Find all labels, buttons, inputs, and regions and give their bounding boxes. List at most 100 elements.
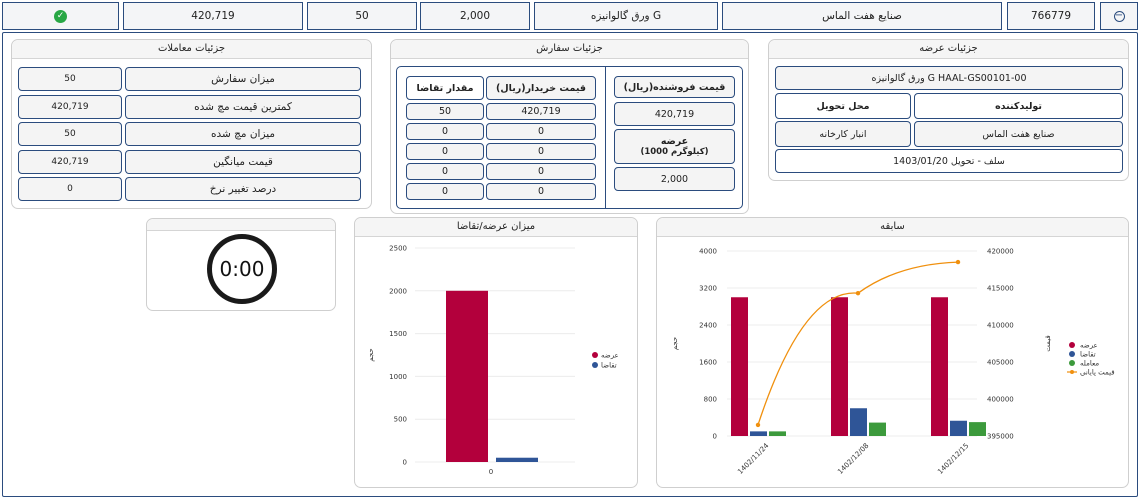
seller-price-label: قیمت فروشنده(ریال) xyxy=(614,76,735,98)
legend-swatch xyxy=(1070,370,1074,374)
y-tick-label: 500 xyxy=(394,416,407,424)
demand-qty-cell: 0 xyxy=(406,143,484,160)
trade-value: 0 xyxy=(18,177,122,201)
y2-axis-label: قیمت xyxy=(1044,335,1052,351)
panel-head-blank xyxy=(147,219,335,231)
legend-swatch xyxy=(1069,360,1075,366)
summary-id: 766779 xyxy=(1007,2,1095,30)
chart-title: سابقه xyxy=(657,218,1128,237)
price-point xyxy=(955,259,961,265)
buyer-price-cell: 0 xyxy=(486,143,596,160)
supply-demand-chart-panel: میزان عرضه/تقاضا 2500 2000 1500 1000 500 0 حجم… xyxy=(354,217,638,488)
y-tick-label: 3200 xyxy=(699,285,717,293)
bar-demand xyxy=(750,431,767,436)
summary-price: 420,719 xyxy=(123,2,303,30)
y2-tick-label: 405000 xyxy=(987,359,1014,367)
divider xyxy=(605,67,606,208)
y-tick-label: 0 xyxy=(403,459,407,467)
demand-qty-cell: 0 xyxy=(406,183,484,200)
settlement-info: سلف - تحویل 1403/01/20 xyxy=(775,149,1123,173)
y2-tick-label: 420000 xyxy=(987,248,1014,256)
legend-label: عرضه xyxy=(601,352,619,360)
price-point xyxy=(755,422,761,428)
bar-demand xyxy=(950,420,967,436)
panel-title: جزئیات سفارش xyxy=(391,40,748,59)
collapse-button[interactable]: − xyxy=(1100,2,1138,30)
y-tick-label: 2000 xyxy=(389,287,407,295)
supply-label: عرضه xyxy=(660,136,689,147)
legend-swatch xyxy=(592,362,598,368)
legend-swatch xyxy=(1069,342,1075,348)
bar-supply xyxy=(731,297,748,436)
supply-demand-chart: 2500 2000 1500 1000 500 0 حجم 0 عرضه تقاضا xyxy=(367,245,619,477)
bar-deal xyxy=(869,422,886,436)
delivery-value: انبار کارخانه xyxy=(775,121,911,147)
buyer-price-label: قیمت خریدار(ریال) xyxy=(486,76,596,100)
trade-label: کمترین قیمت مچ شده xyxy=(125,94,361,119)
y2-tick-label: 410000 xyxy=(987,322,1014,330)
summary-qty: 2,000 xyxy=(420,2,530,30)
supply-value: 2,000 xyxy=(614,167,735,191)
legend-swatch xyxy=(592,352,598,358)
delivery-label: محل تحویل xyxy=(775,93,911,119)
legend-label: تقاضا xyxy=(1080,350,1096,358)
panel-title: جزئیات معاملات xyxy=(12,40,371,59)
minus-circle-icon: − xyxy=(1113,10,1125,22)
bar-supply xyxy=(831,297,848,436)
y-tick-label: 1600 xyxy=(699,359,717,367)
history-chart-panel: سابقه 4000 3200 2400 1600 800 0 420000 415000 41… xyxy=(656,217,1129,488)
x-tick-label: 0 xyxy=(489,468,493,476)
summary-row: − 766779 صنایع هفت الماس ورق گالوانیزه G… xyxy=(2,2,1138,30)
product-code: ورق گالوانیزه G HAAL-GS00101-00 xyxy=(775,66,1123,90)
trade-value: 420,719 xyxy=(18,149,122,174)
buyer-price-cell: 420,719 xyxy=(486,103,596,120)
bar-supply xyxy=(446,290,488,462)
price-line xyxy=(757,261,959,426)
summary-product: ورق گالوانیزه G xyxy=(534,2,718,30)
chart-title: میزان عرضه/تقاضا xyxy=(355,218,637,237)
supply-unit: (1000 کیلوگرم) xyxy=(640,147,709,157)
timer-ring: 0:00 xyxy=(207,234,277,304)
y-tick-label: 1000 xyxy=(389,373,407,381)
y-tick-label: 2500 xyxy=(389,245,407,253)
timer-value: 0:00 xyxy=(219,257,265,281)
legend-swatch xyxy=(1069,351,1075,357)
trade-label: میزان مچ شده xyxy=(125,122,361,146)
supply-label-box: عرضه (1000 کیلوگرم) xyxy=(614,129,735,164)
legend-label: قیمت پایانی xyxy=(1080,368,1115,376)
y2-tick-label: 400000 xyxy=(987,396,1014,404)
legend-label: عرضه xyxy=(1080,341,1098,349)
y-tick-label: 1500 xyxy=(389,330,407,338)
history-chart: 4000 3200 2400 1600 800 0 420000 415000 410000 40… xyxy=(671,248,1115,476)
bar-deal xyxy=(769,431,786,436)
trade-label: درصد تغییر نرخ xyxy=(125,177,361,201)
y-tick-label: 0 xyxy=(713,433,717,441)
detail-frame xyxy=(2,32,1138,497)
demand-qty-label: مقدار تقاضا xyxy=(406,76,484,100)
producer-label: تولیدکننده xyxy=(914,93,1123,119)
price-point xyxy=(855,290,861,296)
y-axis-label: حجم xyxy=(671,337,679,351)
x-tick-label: 1402/12/08 xyxy=(836,442,870,476)
seller-price-value: 420,719 xyxy=(614,102,735,126)
offer-details-panel: جزئیات عرضه ورق گالوانیزه G HAAL-GS00101… xyxy=(768,39,1129,181)
legend-label: تقاضا xyxy=(601,362,617,370)
y2-tick-label: 415000 xyxy=(987,285,1014,293)
y-tick-label: 2400 xyxy=(699,322,717,330)
trade-value: 50 xyxy=(18,67,122,91)
bar-deal xyxy=(969,422,986,436)
buyer-price-cell: 0 xyxy=(486,123,596,140)
order-details-panel: جزئیات سفارش قیمت فروشنده(ریال) 420,719 … xyxy=(390,39,749,214)
trade-label: قیمت میانگین xyxy=(125,149,361,174)
demand-qty-cell: 50 xyxy=(406,103,484,120)
y-tick-label: 4000 xyxy=(699,248,717,256)
bar-demand xyxy=(496,457,538,462)
check-circle-icon: ✓ xyxy=(54,9,67,23)
panel-title: جزئیات عرضه xyxy=(769,40,1128,59)
trade-value: 420,719 xyxy=(18,94,122,119)
bar-demand xyxy=(850,408,867,436)
x-tick-label: 1402/12/15 xyxy=(936,442,970,476)
demand-qty-cell: 0 xyxy=(406,123,484,140)
y2-tick-label: 395000 xyxy=(987,433,1014,441)
legend-label: معامله xyxy=(1080,359,1099,367)
